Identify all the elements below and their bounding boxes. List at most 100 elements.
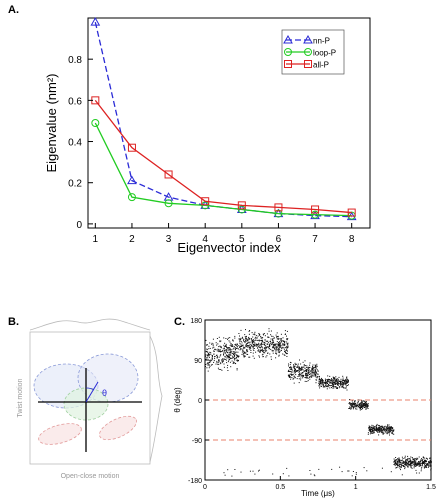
chart-c-ylabel: θ (deg) (173, 387, 182, 413)
data-point (243, 340, 245, 342)
data-point (214, 355, 216, 357)
data-point (385, 428, 387, 430)
data-point (331, 387, 332, 389)
data-point (234, 344, 236, 346)
outlier-point (339, 466, 341, 468)
data-point (297, 370, 298, 371)
data-point (205, 351, 207, 353)
outlier-point (401, 474, 403, 476)
data-point (252, 352, 254, 354)
data-point (427, 463, 428, 465)
data-point (355, 405, 357, 406)
data-point (406, 459, 408, 461)
data-point (316, 377, 318, 379)
data-point (209, 365, 211, 367)
data-point (206, 355, 208, 357)
data-point (276, 341, 278, 343)
outlier-point (240, 471, 242, 473)
data-point (217, 367, 219, 369)
data-point (308, 371, 310, 373)
data-point (372, 429, 374, 431)
data-point (246, 353, 248, 355)
data-point (219, 355, 221, 357)
data-point (336, 387, 338, 388)
data-point (268, 345, 270, 347)
data-point (397, 458, 399, 460)
legend-marker2-all-P (304, 60, 312, 68)
data-point (277, 338, 279, 340)
data-point (241, 353, 243, 355)
data-point (376, 428, 377, 430)
data-point (342, 379, 344, 381)
data-point (405, 464, 407, 466)
data-point (380, 428, 382, 430)
data-point (273, 343, 275, 345)
data-point (240, 337, 242, 339)
data-point (322, 380, 323, 382)
data-point (275, 334, 277, 336)
data-point (380, 431, 382, 433)
data-point (421, 465, 423, 467)
data-point (422, 457, 424, 458)
data-point (364, 405, 366, 407)
data-point (224, 349, 226, 351)
data-point (245, 340, 247, 342)
data-point (219, 349, 221, 351)
data-point (229, 354, 231, 356)
data-point (352, 407, 354, 409)
data-point (348, 384, 349, 386)
data-point (396, 465, 398, 467)
data-point (313, 373, 315, 375)
data-point (266, 333, 268, 335)
data-point (410, 463, 411, 465)
data-point (264, 347, 266, 349)
data-point (225, 349, 227, 351)
c-y-tick-label-2: 0 (198, 398, 202, 405)
data-point (235, 363, 236, 364)
data-point (384, 427, 386, 429)
data-point (293, 378, 295, 380)
data-point (319, 379, 321, 381)
data-point (218, 360, 220, 362)
data-point (260, 336, 262, 337)
data-point (272, 347, 274, 349)
data-point (270, 334, 272, 336)
data-point (250, 346, 251, 348)
data-point (308, 370, 310, 372)
data-point (344, 380, 346, 382)
data-point (247, 342, 248, 344)
data-point (242, 352, 244, 354)
data-point (213, 360, 215, 362)
data-point (331, 383, 333, 385)
data-point (245, 338, 247, 340)
data-point (274, 348, 275, 350)
data-point (376, 430, 378, 432)
data-point (337, 378, 339, 380)
data-point (315, 368, 317, 370)
data-point (403, 461, 405, 463)
data-point (243, 347, 245, 349)
data-point (319, 382, 321, 384)
data-point (245, 329, 246, 331)
data-point (322, 383, 324, 385)
data-point (235, 349, 236, 351)
data-point (211, 364, 213, 365)
data-point (239, 339, 241, 341)
data-point (287, 371, 289, 372)
data-point (359, 404, 361, 406)
data-point (259, 349, 261, 351)
data-point (429, 459, 431, 461)
data-point (281, 349, 282, 351)
data-point (283, 349, 285, 351)
data-point (354, 400, 356, 402)
data-point (273, 342, 275, 344)
data-point (311, 371, 313, 373)
data-point (297, 366, 299, 368)
data-point (225, 351, 227, 353)
data-point (405, 459, 407, 461)
data-point (318, 375, 320, 377)
data-point (363, 405, 365, 407)
data-point (350, 408, 352, 410)
data-point (319, 381, 321, 383)
data-point (228, 356, 229, 358)
